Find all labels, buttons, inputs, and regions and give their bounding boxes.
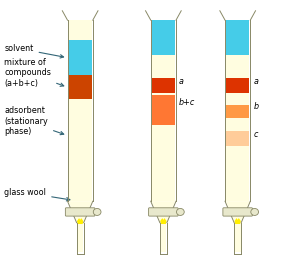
Polygon shape <box>160 218 167 224</box>
Circle shape <box>93 208 101 215</box>
Polygon shape <box>77 218 83 224</box>
Polygon shape <box>77 223 83 252</box>
Text: glass wool: glass wool <box>4 188 70 201</box>
Polygon shape <box>68 20 92 201</box>
Polygon shape <box>235 223 241 252</box>
Text: solvent: solvent <box>4 44 64 58</box>
Polygon shape <box>152 201 175 223</box>
Polygon shape <box>152 78 175 93</box>
FancyBboxPatch shape <box>223 208 253 216</box>
Polygon shape <box>235 218 241 224</box>
FancyBboxPatch shape <box>148 208 178 216</box>
Polygon shape <box>226 20 249 55</box>
Text: b: b <box>253 102 258 111</box>
Text: a: a <box>179 77 184 86</box>
Circle shape <box>176 208 184 215</box>
Polygon shape <box>226 78 249 93</box>
Text: adsorbent
(stationary
phase): adsorbent (stationary phase) <box>4 106 64 136</box>
Polygon shape <box>160 223 166 252</box>
Polygon shape <box>152 20 175 201</box>
FancyBboxPatch shape <box>65 208 95 216</box>
Polygon shape <box>152 95 175 125</box>
Polygon shape <box>226 201 249 223</box>
Polygon shape <box>226 105 249 118</box>
Polygon shape <box>152 20 175 55</box>
Polygon shape <box>68 75 92 99</box>
Text: b+c: b+c <box>179 98 195 107</box>
Polygon shape <box>68 201 92 223</box>
Text: mixture of
compounds
(a+b+c): mixture of compounds (a+b+c) <box>4 58 64 88</box>
Polygon shape <box>226 131 249 146</box>
Text: c: c <box>253 130 258 139</box>
Text: a: a <box>253 77 258 86</box>
Circle shape <box>251 208 259 215</box>
Polygon shape <box>226 20 249 201</box>
Polygon shape <box>68 40 92 75</box>
